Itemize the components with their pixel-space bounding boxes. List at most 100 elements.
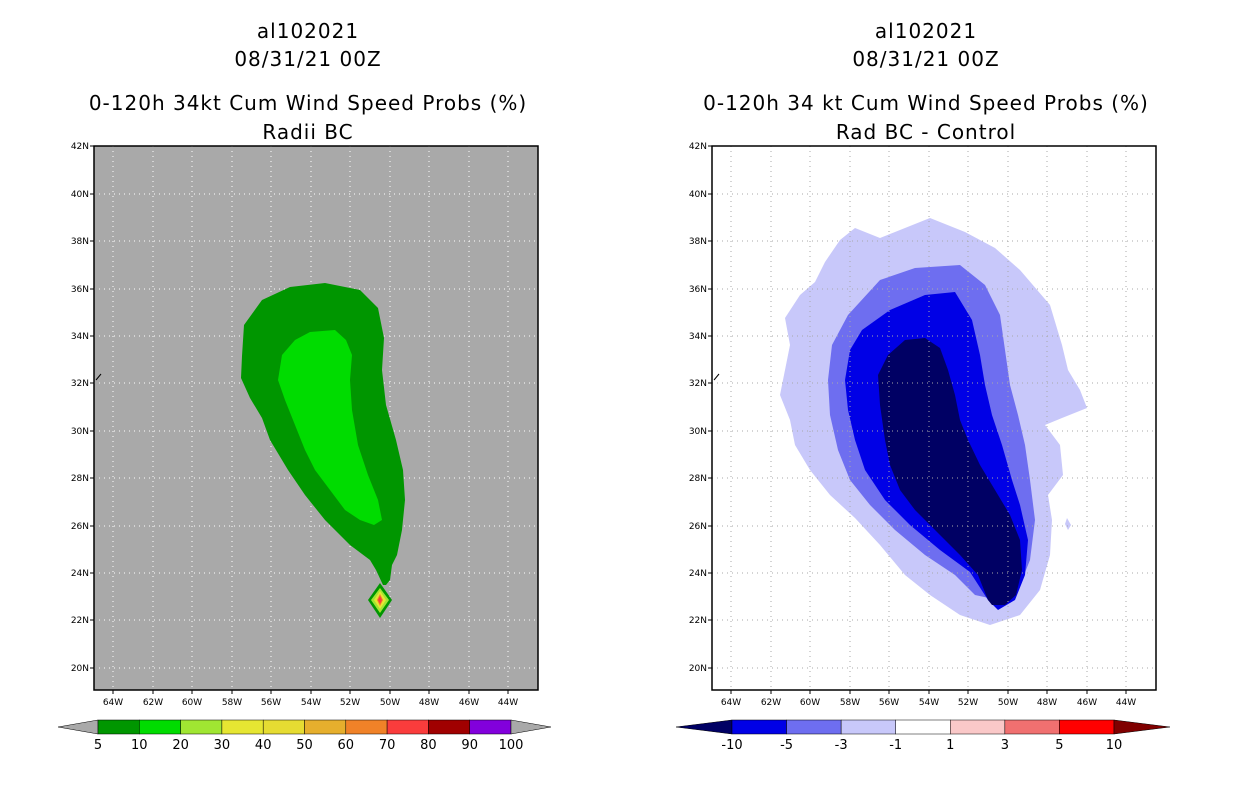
left-colorbar-label: 60	[338, 738, 355, 753]
left-lat-label: 28N	[71, 474, 89, 484]
left-colorbar: 5 10 20 30 40 50 60 70 80 90 100	[57, 719, 552, 753]
left-lon-label: 58W	[222, 698, 242, 708]
right-colorbar: -10 -5 -3 -1 1 3 5 10	[675, 719, 1171, 753]
left-title-storm: al102021	[257, 19, 359, 43]
right-colorbar-swatch	[731, 719, 787, 735]
left-lat-label: 32N	[71, 379, 89, 389]
right-lat-label: 26N	[689, 522, 707, 532]
right-title-product: 0-120h 34 kt Cum Wind Speed Probs (%)	[703, 91, 1149, 115]
right-colorbar-label: -3	[835, 738, 848, 753]
left-lon-label: 56W	[261, 698, 281, 708]
right-lon-label: 44W	[1116, 698, 1136, 708]
right-lon-label: 64W	[721, 698, 741, 708]
right-gridlines	[712, 146, 1156, 690]
right-lat-label: 32N	[689, 379, 707, 389]
left-lon-label: 50W	[380, 698, 400, 708]
right-colorbar-low-arrow	[675, 719, 733, 735]
right-lon-label: 46W	[1077, 698, 1097, 708]
left-colorbar-label: 90	[461, 738, 478, 753]
left-lon-label: 60W	[182, 698, 202, 708]
left-colorbar-low-arrow	[57, 719, 99, 735]
left-colorbar-label: 70	[379, 738, 396, 753]
right-lon-label: 54W	[919, 698, 939, 708]
right-colorbar-label: 10	[1106, 738, 1123, 753]
left-lat-labels: 42N 40N 38N 36N 34N 32N 30N 28N 26N 24N …	[71, 142, 89, 674]
right-axis-ticks	[708, 145, 1127, 694]
left-lat-label: 40N	[71, 190, 89, 200]
right-lat-label: 22N	[689, 616, 707, 626]
right-colorbar-label: 5	[1055, 738, 1063, 753]
left-colorbar-swatch	[386, 719, 429, 735]
right-colorbar-swatch	[840, 719, 896, 735]
left-prob-contour-10	[278, 330, 382, 525]
right-diff-contour-speck	[1065, 518, 1071, 530]
left-colorbar-boxes	[97, 719, 512, 735]
left-lat-label: 24N	[71, 569, 89, 579]
left-axis-ticks	[90, 145, 509, 694]
left-colorbar-swatch	[469, 719, 512, 735]
left-title-time: 08/31/21 00Z	[234, 47, 381, 71]
right-lat-label: 28N	[689, 474, 707, 484]
right-lat-label: 40N	[689, 190, 707, 200]
right-lat-label: 24N	[689, 569, 707, 579]
left-colorbar-swatch	[221, 719, 264, 735]
right-colorbar-swatch	[786, 719, 842, 735]
left-title-product: 0-120h 34kt Cum Wind Speed Probs (%)	[89, 91, 527, 115]
right-lat-label: 30N	[689, 427, 707, 437]
right-lon-label: 48W	[1037, 698, 1057, 708]
left-coastline-fragment	[95, 373, 102, 381]
left-colorbar-swatch	[262, 719, 305, 735]
right-lon-label: 62W	[761, 698, 781, 708]
right-title-sub: Rad BC - Control	[836, 120, 1016, 144]
right-title-storm: al102021	[875, 19, 977, 43]
left-colorbar-label: 20	[172, 738, 189, 753]
right-lat-label: 34N	[689, 332, 707, 342]
left-lat-label: 38N	[71, 237, 89, 247]
right-lat-label: 36N	[689, 285, 707, 295]
left-lon-label: 62W	[143, 698, 163, 708]
left-colorbar-label: 10	[131, 738, 148, 753]
right-lat-label: 20N	[689, 664, 707, 674]
left-colorbar-label: 50	[296, 738, 313, 753]
right-colorbar-swatch	[895, 719, 951, 735]
left-lon-label: 52W	[340, 698, 360, 708]
left-lon-label: 54W	[301, 698, 321, 708]
right-lon-label: 52W	[958, 698, 978, 708]
left-lon-label: 44W	[498, 698, 518, 708]
left-lon-label: 46W	[459, 698, 479, 708]
left-colorbar-swatch	[304, 719, 347, 735]
left-colorbar-label: 30	[214, 738, 231, 753]
left-lon-label: 64W	[103, 698, 123, 708]
right-diff-contour-speck	[1036, 357, 1042, 363]
right-colorbar-label: 1	[946, 738, 954, 753]
right-diff-contour-minus10	[878, 338, 1022, 605]
left-colorbar-label: 100	[499, 738, 524, 753]
left-colorbar-swatch	[428, 719, 470, 735]
left-colorbar-swatch	[345, 719, 388, 735]
left-gridlines	[94, 146, 538, 690]
left-colorbar-swatch	[97, 719, 140, 735]
left-lat-label: 36N	[71, 285, 89, 295]
right-colorbar-label: -1	[889, 738, 902, 753]
left-colorbar-label: 80	[420, 738, 437, 753]
left-colorbar-labels: 5 10 20 30 40 50 60 70 80 90 100	[94, 738, 524, 753]
left-map-frame	[93, 145, 539, 691]
right-lon-label: 58W	[840, 698, 860, 708]
right-coastline-fragment	[713, 373, 720, 381]
right-lat-labels: 42N 40N 38N 36N 34N 32N 30N 28N 26N 24N …	[689, 142, 707, 674]
right-colorbar-labels: -10 -5 -3 -1 1 3 5 10	[721, 738, 1122, 753]
left-colorbar-swatch	[180, 719, 223, 735]
left-colorbar-label: 5	[94, 738, 102, 753]
right-colorbar-label: -10	[721, 738, 742, 753]
right-colorbar-swatch	[950, 719, 1006, 735]
left-panel: al102021 08/31/21 00Z 0-120h 34kt Cum Wi…	[57, 19, 552, 753]
right-lon-label: 56W	[879, 698, 899, 708]
right-lon-label: 50W	[998, 698, 1018, 708]
right-colorbar-boxes	[731, 719, 1115, 735]
right-lon-labels: 64W 62W 60W 58W 56W 54W 52W 50W 48W 46W …	[721, 698, 1136, 708]
left-colorbar-swatch	[139, 719, 181, 735]
right-title-time: 08/31/21 00Z	[852, 47, 999, 71]
right-colorbar-label: -5	[780, 738, 793, 753]
left-lat-label: 20N	[71, 664, 89, 674]
